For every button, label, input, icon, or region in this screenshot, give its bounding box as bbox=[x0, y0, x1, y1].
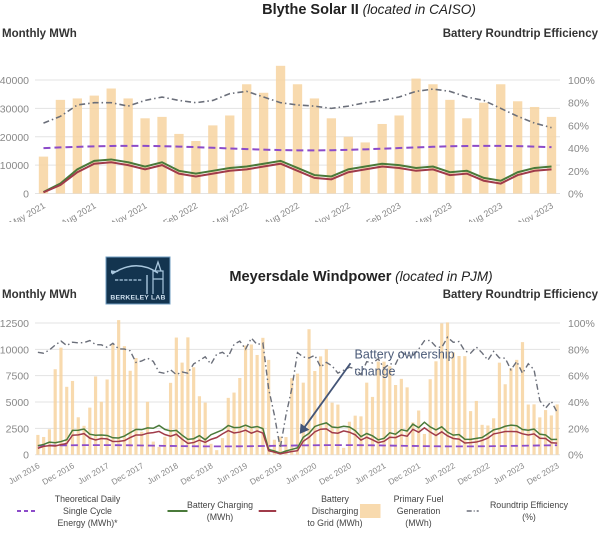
svg-text:Battery ownership: Battery ownership bbox=[355, 347, 455, 361]
svg-text:to Grid (MWh): to Grid (MWh) bbox=[307, 518, 362, 528]
svg-text:Dec 2018: Dec 2018 bbox=[179, 460, 215, 487]
svg-text:change: change bbox=[355, 364, 396, 378]
svg-text:10000: 10000 bbox=[0, 344, 29, 356]
svg-text:Jun 2020: Jun 2020 bbox=[284, 460, 319, 486]
svg-text:(MWh): (MWh) bbox=[405, 518, 431, 528]
svg-text:Roundtrip Efficiency: Roundtrip Efficiency bbox=[490, 500, 569, 510]
svg-text:Discharging: Discharging bbox=[312, 506, 359, 516]
svg-text:Jun 2018: Jun 2018 bbox=[145, 460, 180, 486]
svg-text:Theoretical Daily: Theoretical Daily bbox=[55, 494, 121, 504]
svg-text:Meyersdale Windpower (located: Meyersdale Windpower (located in PJM) bbox=[229, 269, 492, 285]
svg-text:0: 0 bbox=[23, 450, 29, 462]
svg-text:2500: 2500 bbox=[6, 423, 30, 435]
svg-text:(MWh): (MWh) bbox=[207, 512, 233, 522]
svg-text:Jun 2023: Jun 2023 bbox=[491, 460, 526, 486]
svg-text:Dec 2021: Dec 2021 bbox=[386, 460, 422, 487]
svg-text:BERKELEY LAB: BERKELEY LAB bbox=[110, 295, 165, 302]
svg-text:Dec 2017: Dec 2017 bbox=[109, 460, 145, 487]
svg-text:Jun 2022: Jun 2022 bbox=[422, 460, 457, 486]
svg-text:Jun 2019: Jun 2019 bbox=[215, 460, 250, 486]
svg-text:Primary Fuel: Primary Fuel bbox=[394, 494, 444, 504]
svg-text:Dec 2016: Dec 2016 bbox=[40, 460, 76, 487]
svg-text:20%: 20% bbox=[568, 423, 589, 435]
svg-text:Dec 2019: Dec 2019 bbox=[248, 460, 284, 487]
svg-text:Jun 2016: Jun 2016 bbox=[7, 460, 42, 486]
svg-text:(%): (%) bbox=[522, 512, 536, 522]
svg-text:Battery: Battery bbox=[321, 494, 349, 504]
svg-text:Battery Charging: Battery Charging bbox=[187, 500, 253, 510]
svg-text:40%: 40% bbox=[568, 397, 589, 409]
svg-text:5000: 5000 bbox=[6, 397, 30, 409]
svg-text:Generation: Generation bbox=[397, 506, 441, 516]
svg-text:Energy (MWh)*: Energy (MWh)* bbox=[57, 518, 118, 528]
svg-text:100%: 100% bbox=[568, 318, 595, 330]
svg-text:Single Cycle: Single Cycle bbox=[63, 506, 112, 516]
svg-text:60%: 60% bbox=[568, 371, 589, 383]
svg-text:Jun 2017: Jun 2017 bbox=[76, 460, 111, 486]
svg-text:Jun 2021: Jun 2021 bbox=[353, 460, 388, 486]
svg-text:0%: 0% bbox=[568, 450, 583, 462]
svg-text:7500: 7500 bbox=[6, 371, 30, 383]
svg-text:Battery Roundtrip Efficiency: Battery Roundtrip Efficiency bbox=[443, 289, 599, 301]
svg-text:Dec 2020: Dec 2020 bbox=[317, 460, 353, 487]
svg-text:Monthly MWh: Monthly MWh bbox=[2, 289, 77, 301]
svg-text:12500: 12500 bbox=[0, 318, 29, 330]
svg-text:Dec 2023: Dec 2023 bbox=[525, 460, 561, 487]
svg-text:80%: 80% bbox=[568, 344, 589, 356]
svg-text:Dec 2022: Dec 2022 bbox=[456, 460, 492, 487]
